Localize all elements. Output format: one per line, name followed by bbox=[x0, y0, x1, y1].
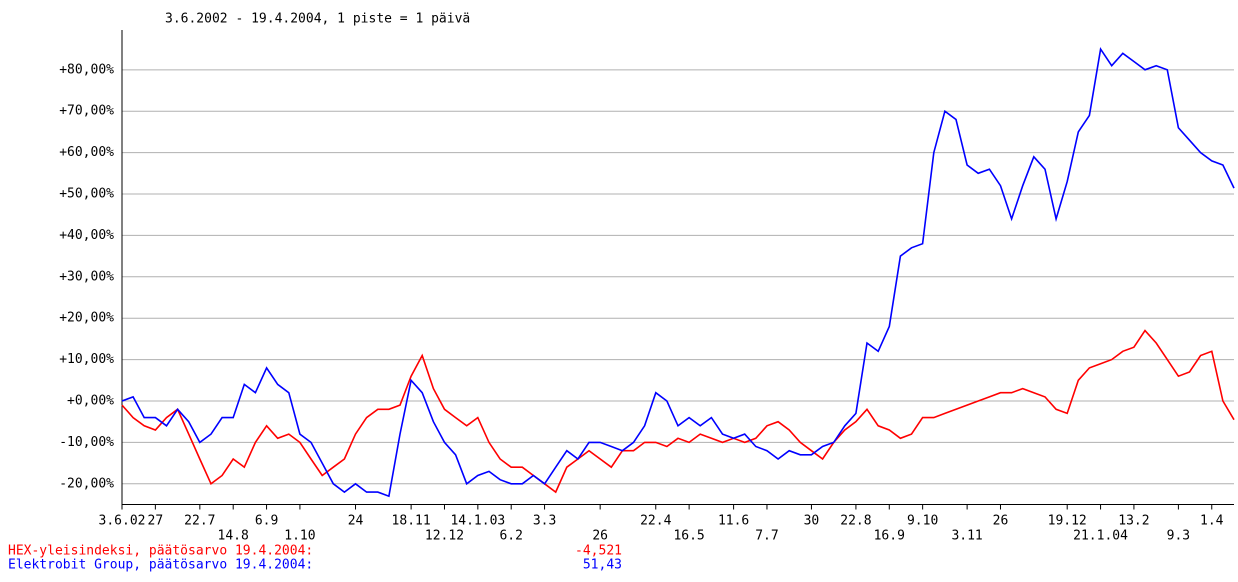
x-tick-label: 27 bbox=[148, 514, 164, 529]
y-tick-label: +0,00% bbox=[67, 394, 114, 409]
x-tick-label: 12.12 bbox=[425, 529, 464, 544]
x-tick-label: 19.12 bbox=[1048, 514, 1087, 529]
x-tick-label: 18.11 bbox=[392, 514, 431, 529]
x-tick-label: 1.4 bbox=[1200, 514, 1224, 529]
x-tick-label: 16.5 bbox=[673, 529, 704, 544]
x-tick-label: 16.9 bbox=[874, 529, 905, 544]
y-tick-label: -10,00% bbox=[59, 435, 114, 450]
y-tick-label: -20,00% bbox=[59, 476, 114, 491]
legend-label: HEX-yleisindeksi, päätösarvo 19.4.2004: bbox=[8, 544, 313, 559]
x-tick-label: 7.7 bbox=[755, 529, 778, 544]
final-value: 51,43 bbox=[583, 558, 622, 573]
x-tick-label: 6.2 bbox=[499, 529, 522, 544]
x-tick-label: 26 bbox=[993, 514, 1009, 529]
x-tick-label: 9.3 bbox=[1167, 529, 1190, 544]
y-tick-label: +60,00% bbox=[59, 145, 114, 160]
y-tick-label: +50,00% bbox=[59, 187, 114, 202]
x-tick-label: 9.10 bbox=[907, 514, 938, 529]
y-tick-label: +20,00% bbox=[59, 311, 114, 326]
x-tick-label: 11.6 bbox=[718, 514, 749, 529]
x-tick-label: 3.6.02 bbox=[99, 514, 146, 529]
x-tick-label: 22.4 bbox=[640, 514, 671, 529]
x-tick-label: 22.8 bbox=[840, 514, 871, 529]
x-tick-label: 3.11 bbox=[951, 529, 982, 544]
x-tick-label: 30 bbox=[804, 514, 820, 529]
y-tick-label: +30,00% bbox=[59, 269, 114, 284]
y-tick-label: +70,00% bbox=[59, 104, 114, 119]
legend-label: Elektrobit Group, päätösarvo 19.4.2004: bbox=[8, 558, 313, 573]
x-tick-label: 3.3 bbox=[533, 514, 556, 529]
y-tick-label: +80,00% bbox=[59, 62, 114, 77]
chart-title: 3.6.2002 - 19.4.2004, 1 piste = 1 päivä bbox=[165, 12, 470, 27]
series-line bbox=[121, 46, 1235, 498]
x-tick-label: 13.2 bbox=[1118, 514, 1149, 529]
x-tick-label: 1.10 bbox=[284, 529, 315, 544]
x-tick-label: 26 bbox=[592, 529, 608, 544]
series-line bbox=[121, 329, 1235, 494]
y-tick-label: +10,00% bbox=[59, 352, 114, 367]
x-tick-label: 6.9 bbox=[255, 514, 278, 529]
x-tick-label: 14.8 bbox=[218, 529, 249, 544]
x-tick-label: 14.1.03 bbox=[450, 514, 505, 529]
y-tick-label: +40,00% bbox=[59, 228, 114, 243]
x-tick-label: 21.1.04 bbox=[1073, 529, 1128, 544]
x-tick-label: 24 bbox=[348, 514, 364, 529]
final-value: -4,521 bbox=[575, 544, 622, 559]
x-tick-label: 22.7 bbox=[184, 514, 215, 529]
